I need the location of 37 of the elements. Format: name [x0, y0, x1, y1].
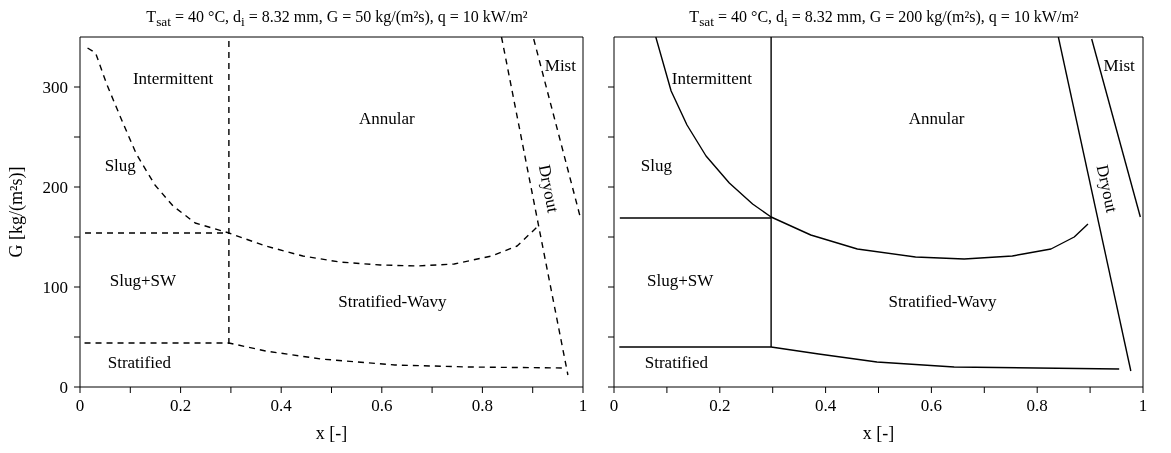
x-axis-title: x [-]	[315, 423, 348, 443]
annotation: Stratified-Wavy	[888, 291, 998, 311]
chart-title: T$_{sat}$ = 40 °C, d$_{i}$ = 8.32 mm, G = 50 kg/(m²s), q = 10 kW/m²	[145, 8, 529, 30]
annotation: Mist	[544, 56, 577, 76]
annotation: Intermittent	[132, 68, 214, 88]
y-tick-label: 100	[42, 278, 68, 297]
annotation: Annular	[358, 108, 416, 128]
annotation: Dryout	[1092, 163, 1122, 215]
x-axis-title: x [-]	[862, 423, 895, 443]
chart-title: T$_{sat}$ = 40 °C, d$_{i}$ = 8.32 mm, G = 200 kg/(m²s), q = 10 kW/m²	[688, 8, 1080, 30]
annotation: Slug+SW	[646, 270, 715, 290]
annotation: Stratified	[644, 353, 709, 373]
x-tick-label: 0	[609, 396, 619, 415]
x-tick-label: 0.8	[471, 396, 494, 415]
x-tick-label: 0.2	[709, 396, 731, 415]
annotation: Stratified-Wavy	[338, 291, 447, 311]
annotation: Dryout	[534, 163, 563, 215]
annotation: Mist	[1103, 56, 1136, 76]
annotation: Slug+SW	[109, 270, 177, 290]
y-axis-title: G [kg/(m²s)]	[6, 166, 28, 258]
x-tick-label: 0.6	[920, 396, 943, 415]
annotation: Slug	[104, 156, 137, 176]
x-tick-label: 0.8	[1026, 396, 1048, 415]
y-tick-label: 0	[59, 378, 68, 397]
x-tick-label: 0.2	[169, 396, 192, 415]
x-tick-label: 1	[578, 396, 588, 415]
annotation: Annular	[908, 108, 965, 128]
annotation: Slug	[640, 156, 673, 176]
y-tick-label: 200	[42, 178, 68, 197]
x-tick-label: 0.6	[371, 396, 393, 415]
x-tick-label: 1	[1138, 396, 1148, 415]
x-tick-label: 0.4	[270, 396, 293, 415]
annotation: Intermittent	[671, 68, 753, 88]
annotation: Stratified	[107, 353, 172, 373]
x-tick-label: 0.4	[814, 396, 837, 415]
x-tick-label: 0	[75, 396, 85, 415]
y-tick-label: 300	[42, 78, 68, 97]
